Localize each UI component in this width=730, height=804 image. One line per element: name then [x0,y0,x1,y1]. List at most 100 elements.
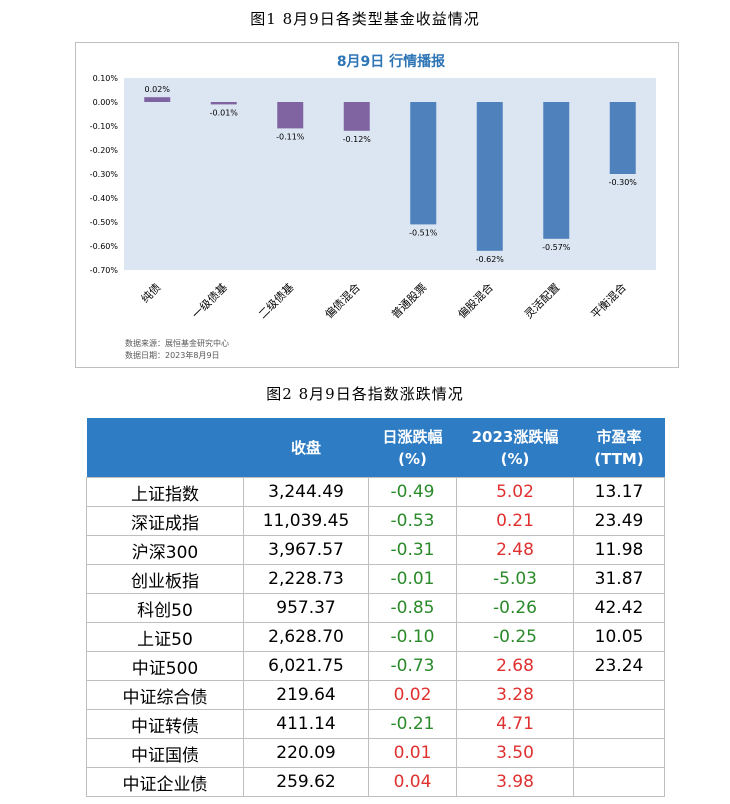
y-tick-label: -0.70% [90,266,119,275]
index-table-header: 收盘 日涨跌幅 (%) 2023涨跌幅 (%) 市盈率 (TTM) [86,418,665,478]
header-ytd-change-line2: (%) [500,449,530,468]
bar [410,102,437,225]
ytd-change-cell: -0.26 [456,593,574,623]
y-tick-label: 0.00% [93,98,119,107]
index-name-cell: 深证成指 [86,506,244,536]
index-name-cell: 中证国债 [86,738,244,768]
bar [343,102,370,131]
data-date-note: 数据日期：2023年8月9日 [125,351,220,360]
close-cell: 259.62 [243,767,369,797]
data-label: -0.12% [343,135,372,144]
figure1-caption: 图1 8月9日各类型基金收益情况 [250,10,480,28]
close-cell: 6,021.75 [243,651,369,681]
ytd-change-cell: 3.28 [456,680,574,710]
y-tick-label: -0.20% [90,146,119,155]
x-tick-label: 平衡混合 [588,280,629,321]
table-row: 中证国债 220.09 0.01 3.50 [86,738,665,768]
close-cell: 3,967.57 [243,535,369,565]
table-row: 科创50 957.37 -0.85 -0.26 42.42 [86,593,665,623]
pe-cell [573,738,665,768]
y-tick-label: -0.10% [90,122,119,131]
header-daily-change: 日涨跌幅 (%) [368,418,457,478]
pe-cell: 11.98 [573,535,665,565]
x-tick-label: 一级债基 [189,280,230,321]
table-row: 沪深300 3,967.57 -0.31 2.48 11.98 [86,535,665,565]
data-label: -0.62% [476,255,505,264]
x-tick-label: 偏债混合 [322,280,363,321]
bar [609,102,636,174]
data-source-note: 数据来源：展恒基金研究中心 [125,339,229,348]
pe-cell: 23.49 [573,506,665,536]
index-name-cell: 中证500 [86,651,244,681]
table-row: 深证成指 11,039.45 -0.53 0.21 23.49 [86,506,665,536]
table-row: 中证500 6,021.75 -0.73 2.68 23.24 [86,651,665,681]
daily-change-cell: -0.10 [368,622,457,652]
index-table: 收盘 日涨跌幅 (%) 2023涨跌幅 (%) 市盈率 (TTM) 上证指数 3,244.49… [86,418,665,797]
close-cell: 2,628.70 [243,622,369,652]
y-tick-label: 0.10% [93,74,119,83]
fund-returns-chart: 8月9日 行情播报 0.10% 0.00% -0.10% -0.20% -0.30% -0.… [75,42,679,368]
y-tick-label: -0.30% [90,170,119,179]
bar [210,102,237,105]
close-cell: 219.64 [243,680,369,710]
close-cell: 2,228.73 [243,564,369,594]
daily-change-cell: 0.02 [368,680,457,710]
bar [476,102,503,251]
pe-cell: 31.87 [573,564,665,594]
ytd-change-cell: 5.02 [456,477,574,507]
data-label: -0.01% [210,108,239,117]
bar [277,102,304,129]
x-tick-label: 普通股票 [388,280,429,321]
close-cell: 3,244.49 [243,477,369,507]
y-tick-label: -0.50% [90,218,119,227]
index-name-cell: 中证企业债 [86,767,244,797]
header-pe-line1: 市盈率 [596,427,642,446]
bar [543,102,570,239]
table-row: 中证综合债 219.64 0.02 3.28 [86,680,665,710]
ytd-change-cell: 2.68 [456,651,574,681]
x-tick-label: 偏股混合 [455,280,496,321]
x-tick-label: 二级债基 [255,280,296,321]
daily-change-cell: -0.53 [368,506,457,536]
close-cell: 220.09 [243,738,369,768]
index-name-cell: 沪深300 [86,535,244,565]
daily-change-cell: -0.49 [368,477,457,507]
index-name-cell: 上证指数 [86,477,244,507]
y-tick-label: -0.60% [90,242,119,251]
pe-cell [573,767,665,797]
index-name-cell: 创业板指 [86,564,244,594]
ytd-change-cell: 3.98 [456,767,574,797]
header-close: 收盘 [243,418,369,478]
index-name-cell: 中证转债 [86,709,244,739]
header-daily-change-line2: (%) [398,449,427,468]
pe-cell: 10.05 [573,622,665,652]
pe-cell: 42.42 [573,593,665,623]
ytd-change-cell: 2.48 [456,535,574,565]
index-name-cell: 上证50 [86,622,244,652]
header-daily-change-line1: 日涨跌幅 [382,427,443,446]
pe-cell [573,709,665,739]
chart-svg: 8月9日 行情播报 0.10% 0.00% -0.10% -0.20% -0.30% -0.… [90,53,656,321]
ytd-change-cell: 4.71 [456,709,574,739]
table-row: 创业板指 2,228.73 -0.01 -5.03 31.87 [86,564,665,594]
data-label: 0.02% [145,85,171,94]
header-pe: 市盈率 (TTM) [573,418,665,478]
plot-area [124,78,656,270]
data-label: -0.30% [609,178,638,187]
ytd-change-cell: 3.50 [456,738,574,768]
close-cell: 11,039.45 [243,506,369,536]
daily-change-cell: -0.31 [368,535,457,565]
header-name [86,418,244,478]
ytd-change-cell: 0.21 [456,506,574,536]
close-cell: 411.14 [243,709,369,739]
close-cell: 957.37 [243,593,369,623]
x-tick-label: 纯债 [138,280,163,305]
data-label: -0.11% [276,132,305,141]
x-tick-label: 灵活配置 [522,281,562,321]
table-row: 上证50 2,628.70 -0.10 -0.25 10.05 [86,622,665,652]
pe-cell: 23.24 [573,651,665,681]
table-row: 中证企业债 259.62 0.04 3.98 [86,767,665,797]
figure2-caption: 图2 8月9日各指数涨跌情况 [266,385,464,403]
ytd-change-cell: -5.03 [456,564,574,594]
daily-change-cell: -0.01 [368,564,457,594]
